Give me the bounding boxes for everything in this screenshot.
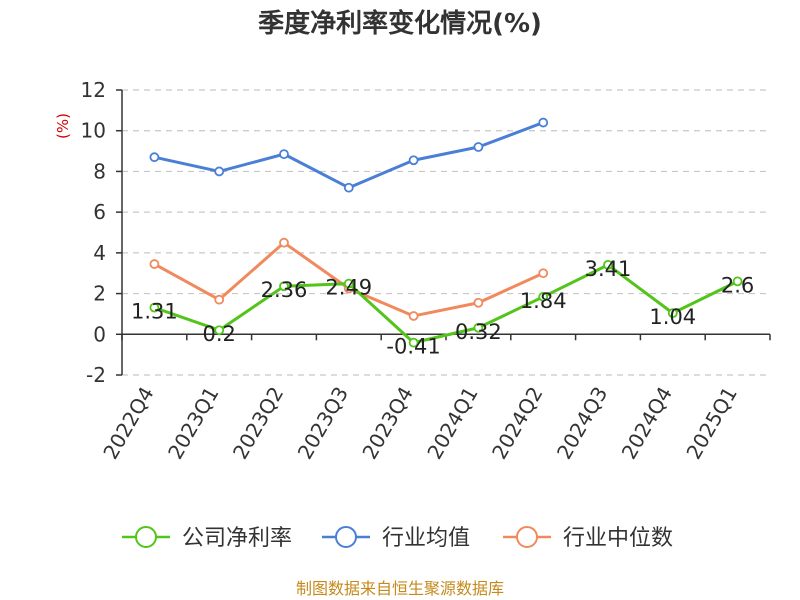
- data-point[interactable]: [149, 259, 160, 269]
- legend[interactable]: 公司净利率 行业均值 行业中位数: [122, 526, 673, 551]
- data-label: 2.36: [261, 278, 308, 302]
- x-tick-label: 2023Q1: [163, 383, 223, 464]
- data-point[interactable]: [279, 237, 289, 248]
- data-source-note: 制图数据来自恒生聚源数据库: [296, 579, 504, 598]
- data-point[interactable]: [343, 278, 354, 289]
- y-tick-label: -2: [86, 363, 106, 387]
- grid-lines: [122, 89, 770, 376]
- data-label: 1.84: [520, 289, 567, 313]
- y-axis-unit: (%): [54, 113, 72, 139]
- y-tick-label: 4: [93, 241, 106, 265]
- data-labels: 1.31 0.2 2.36 2.49 -0.41 0.32 1.84 3.41 1.04 2.6: [131, 257, 754, 359]
- legend-marker[interactable]: [335, 526, 357, 548]
- data-point[interactable]: [279, 149, 289, 160]
- x-tick-label: 2024Q4: [617, 383, 677, 464]
- legend-label[interactable]: 行业中位数: [563, 526, 673, 551]
- x-tick-label: 2023Q4: [357, 383, 417, 464]
- series-lines: [149, 117, 743, 348]
- data-label: 2.6: [721, 273, 754, 297]
- x-tick-label: 2025Q1: [681, 383, 741, 464]
- legend-marker[interactable]: [516, 526, 538, 548]
- series-line: [153, 263, 739, 345]
- data-label: 0.32: [455, 320, 502, 344]
- data-point[interactable]: [343, 182, 354, 193]
- data-label: 1.04: [649, 305, 696, 329]
- legend-marker[interactable]: [135, 526, 157, 548]
- data-point[interactable]: [538, 268, 549, 279]
- x-tick-label: 2022Q4: [98, 383, 158, 464]
- data-point[interactable]: [214, 325, 225, 336]
- x-tick-label: 2024Q3: [552, 383, 612, 464]
- data-point[interactable]: [149, 302, 160, 313]
- y-tick-label: 8: [93, 159, 106, 183]
- x-tick-label: 2023Q3: [293, 383, 353, 464]
- data-label: -0.41: [386, 335, 440, 359]
- data-point[interactable]: [473, 297, 484, 308]
- y-tick-label: 10: [81, 119, 106, 143]
- data-point[interactable]: [408, 155, 419, 166]
- data-point[interactable]: [408, 337, 419, 348]
- x-tick-label: 2023Q2: [228, 383, 288, 464]
- data-point[interactable]: [214, 294, 225, 305]
- data-point[interactable]: [149, 152, 160, 163]
- x-tick-label: 2024Q2: [487, 383, 547, 464]
- y-tick-label: 12: [81, 78, 106, 102]
- y-tick-label: 2: [93, 282, 106, 306]
- data-point[interactable]: [732, 276, 743, 287]
- data-point[interactable]: [279, 281, 289, 292]
- legend-label[interactable]: 行业均值: [382, 526, 470, 551]
- data-point[interactable]: [538, 117, 549, 128]
- data-label: 2.49: [325, 276, 372, 300]
- chart-title: 季度净利率变化情况(%): [258, 8, 542, 39]
- x-tick-label: 2024Q1: [422, 383, 482, 464]
- data-point[interactable]: [538, 291, 549, 302]
- data-label: 0.2: [202, 322, 235, 346]
- data-point[interactable]: [408, 311, 419, 321]
- data-point[interactable]: [667, 308, 678, 319]
- legend-label[interactable]: 公司净利率: [182, 526, 292, 551]
- series-line: [154, 121, 544, 190]
- data-point[interactable]: [214, 166, 225, 177]
- axes: -2 0 2 4 6 8 10 12 2022Q4 2023Q1 2023Q2 2023Q3 2023Q…: [81, 78, 771, 464]
- y-tick-label: 0: [93, 322, 106, 346]
- y-tick-label: 6: [93, 200, 106, 224]
- data-point[interactable]: [473, 142, 484, 152]
- data-point[interactable]: [473, 322, 484, 333]
- data-point[interactable]: [603, 259, 613, 270]
- data-label: 1.31: [131, 300, 178, 324]
- data-label: 3.41: [585, 257, 632, 281]
